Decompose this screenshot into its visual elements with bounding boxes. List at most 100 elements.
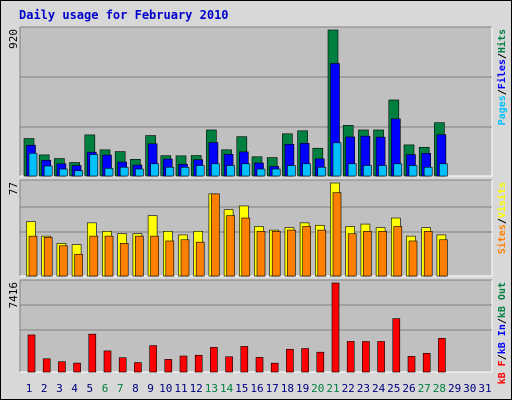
- day-label: 13: [205, 382, 218, 395]
- day-label: 5: [86, 382, 93, 395]
- bar-sites: [211, 193, 220, 277]
- bar-sites: [317, 229, 327, 277]
- bar-sites: [287, 229, 296, 277]
- bar-sites: [59, 245, 68, 277]
- bar-sites: [256, 231, 266, 277]
- bar-kb-f: [42, 358, 51, 373]
- y-max-label: 77: [7, 182, 20, 195]
- bar-kb-f: [149, 345, 157, 373]
- bar-kb-f: [377, 341, 385, 373]
- bar-pages: [43, 165, 53, 177]
- bar-sites: [28, 235, 38, 277]
- bar-kb-f: [240, 346, 249, 373]
- bar-pages: [226, 165, 235, 177]
- bar-kb-f: [210, 347, 218, 373]
- bar-sites: [423, 231, 433, 277]
- legend-files: Files: [496, 59, 508, 89]
- legend-sites: Sites: [496, 224, 508, 254]
- bar-sites: [439, 239, 448, 277]
- day-label: 23: [357, 382, 370, 395]
- bar-kb-f: [255, 357, 264, 373]
- day-label: 15: [235, 382, 248, 395]
- bar-kb-f: [118, 357, 127, 373]
- bar-kb-f: [225, 356, 233, 373]
- legend-separator: /: [497, 218, 508, 224]
- bar-kb-f: [88, 333, 97, 373]
- day-label: 10: [159, 382, 172, 395]
- day-label: 8: [132, 382, 139, 395]
- bar-sites: [347, 233, 357, 277]
- bar-pages: [393, 163, 403, 177]
- chart-title: Daily usage for February 2010: [19, 8, 229, 22]
- bar-pages: [165, 166, 175, 177]
- bar-sites: [271, 231, 281, 277]
- day-label: 3: [56, 382, 63, 395]
- bar-sites: [74, 253, 83, 277]
- legend: Pages/Files/Hits: [496, 29, 508, 125]
- bar-kb-f: [301, 348, 309, 373]
- bar-pages: [59, 168, 68, 177]
- bar-pages: [271, 168, 281, 177]
- bar-pages: [256, 168, 266, 177]
- day-label: 9: [147, 382, 154, 395]
- day-label: 30: [463, 382, 476, 395]
- bar-sites: [150, 235, 159, 277]
- bar-pages: [241, 163, 251, 177]
- day-label: 17: [266, 382, 279, 395]
- day-label: 6: [102, 382, 109, 395]
- bar-pages: [180, 166, 190, 177]
- bar-kb-f: [422, 352, 431, 373]
- bar-kb-f: [134, 362, 142, 373]
- bar-pages: [332, 142, 342, 177]
- bar-kb-f: [331, 282, 340, 373]
- bar-kb-f: [362, 341, 370, 373]
- bar-pages: [119, 166, 129, 177]
- bar-kb-f: [103, 350, 112, 373]
- legend-visits: Visits: [496, 182, 508, 218]
- legend-pages: Pages: [497, 95, 508, 125]
- bar-pages: [317, 166, 327, 177]
- day-label: 29: [448, 382, 461, 395]
- bar-sites: [195, 241, 205, 277]
- bar-pages: [287, 165, 296, 177]
- day-label: 20: [311, 382, 324, 395]
- day-label: 18: [281, 382, 294, 395]
- bar-kb-f: [346, 341, 355, 373]
- bar-pages: [135, 168, 144, 177]
- legend: kB F/kB In/kB Out: [497, 282, 508, 384]
- bar-kb-f: [316, 351, 325, 373]
- bar-kb-f: [179, 355, 188, 373]
- kbytes-panel: 7416 kB F/kB In/kB Out: [7, 279, 508, 384]
- bar-sites: [165, 240, 175, 277]
- day-label: 22: [342, 382, 355, 395]
- legend-kb-out: kB Out: [497, 282, 508, 318]
- day-label: 28: [433, 382, 446, 395]
- bar-pages: [28, 153, 38, 177]
- bar-pages: [89, 154, 99, 177]
- day-label: 27: [418, 382, 431, 395]
- bar-pages: [378, 165, 387, 177]
- bar-pages: [423, 166, 433, 177]
- bar-sites: [180, 239, 190, 277]
- bar-sites: [135, 235, 144, 277]
- visits-panel: 77 Sites/Visits: [7, 179, 508, 277]
- bar-sites: [226, 215, 235, 277]
- bar-sites: [393, 226, 403, 277]
- bar-pages: [302, 163, 311, 177]
- legend-hits: Hits: [496, 29, 508, 53]
- bar-kb-f: [270, 362, 279, 373]
- bar-sites: [89, 235, 99, 277]
- bar-sites: [119, 243, 129, 277]
- day-label: 31: [478, 382, 491, 395]
- legend-separator: /: [497, 318, 508, 324]
- bar-sites: [332, 192, 342, 277]
- day-label: 12: [190, 382, 203, 395]
- bar-sites: [43, 237, 53, 277]
- bar-kb-f: [194, 354, 203, 373]
- day-label: 16: [250, 382, 263, 395]
- day-label: 1: [26, 382, 33, 395]
- y-max-label: 7416: [7, 282, 20, 309]
- day-label: 24: [372, 382, 386, 395]
- y-max-label: 920: [7, 29, 20, 49]
